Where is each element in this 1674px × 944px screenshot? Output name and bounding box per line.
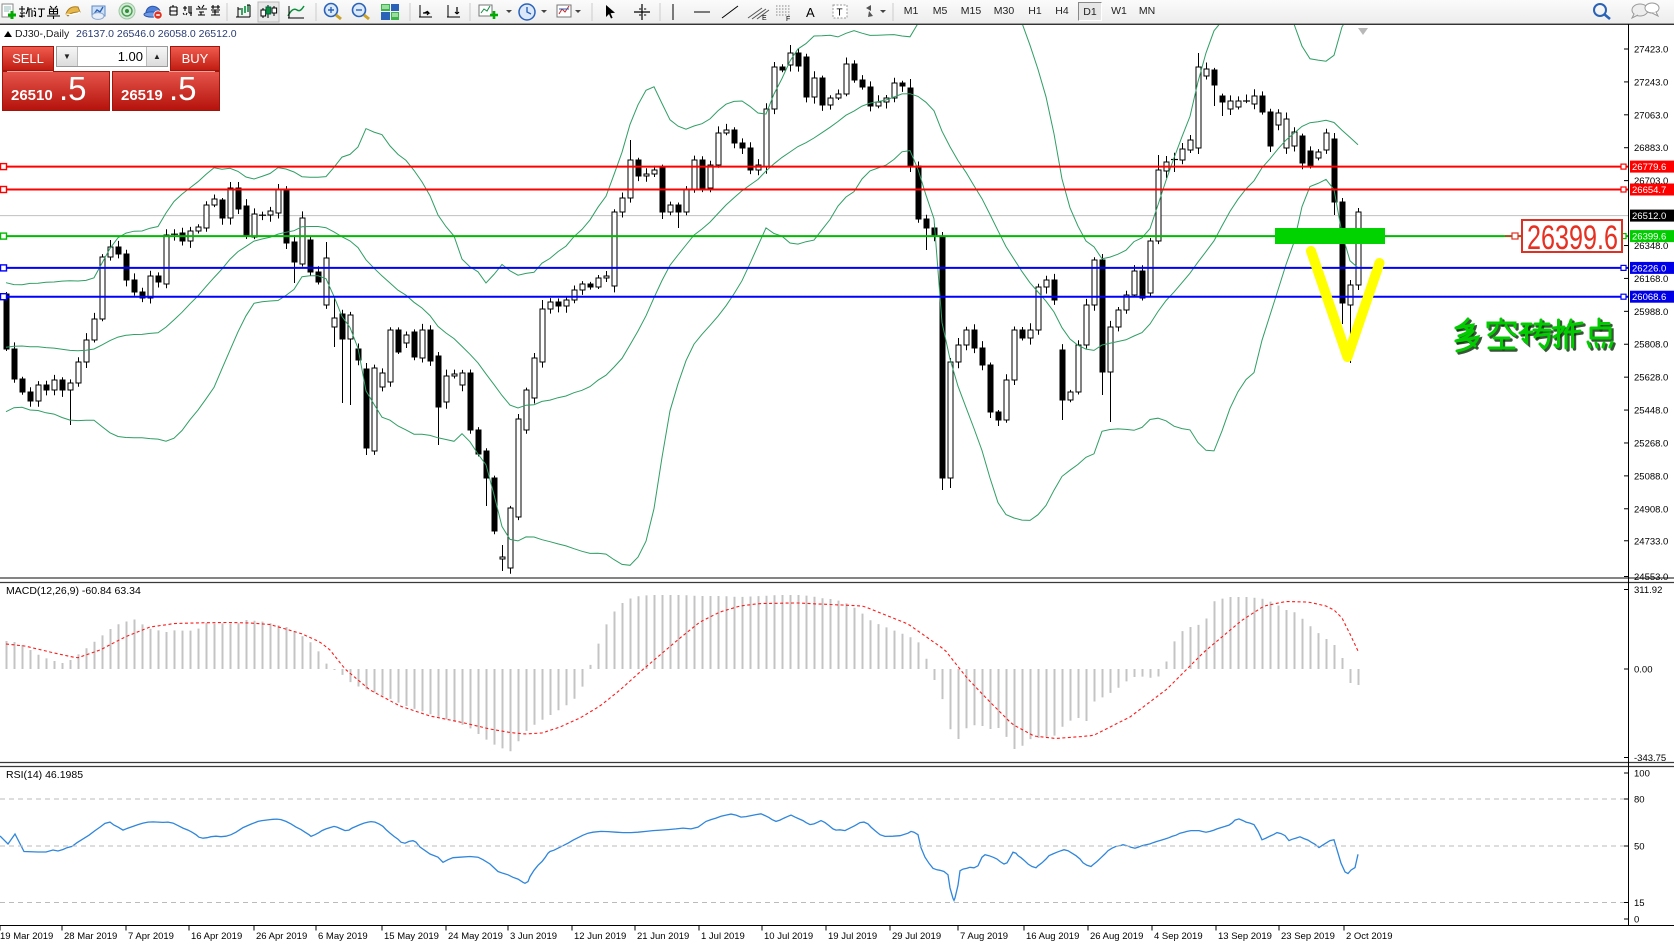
- svg-text:24733.0: 24733.0: [1634, 536, 1668, 547]
- svg-text:24553.0: 24553.0: [1634, 572, 1668, 583]
- svg-text:19 Jul 2019: 19 Jul 2019: [828, 931, 877, 942]
- svg-text:16 Aug 2019: 16 Aug 2019: [1026, 931, 1079, 942]
- svg-text:24 May 2019: 24 May 2019: [448, 931, 503, 942]
- svg-text:50: 50: [1634, 842, 1645, 853]
- svg-text:-343.75: -343.75: [1634, 753, 1666, 764]
- svg-text:21 Jun 2019: 21 Jun 2019: [637, 931, 689, 942]
- svg-text:MACD(12,26,9) -60.84 63.34: MACD(12,26,9) -60.84 63.34: [6, 585, 141, 597]
- svg-text:7 Aug 2019: 7 Aug 2019: [960, 931, 1008, 942]
- svg-text:DJ30-,Daily: DJ30-,Daily: [15, 28, 70, 40]
- svg-text:F: F: [786, 16, 790, 23]
- svg-text:7 Apr 2019: 7 Apr 2019: [128, 931, 174, 942]
- svg-text:25448.0: 25448.0: [1634, 406, 1668, 417]
- svg-text:24908.0: 24908.0: [1634, 504, 1668, 515]
- svg-text:0: 0: [1634, 915, 1639, 926]
- svg-text:29 Jul 2019: 29 Jul 2019: [892, 931, 941, 942]
- svg-text:26137.0 26546.0 26058.0 26512.: 26137.0 26546.0 26058.0 26512.0: [76, 28, 237, 40]
- svg-text:27063.0: 27063.0: [1634, 110, 1668, 121]
- svg-text:25268.0: 25268.0: [1634, 438, 1668, 449]
- svg-text:25808.0: 25808.0: [1634, 340, 1668, 351]
- svg-text:26399.6: 26399.6: [1527, 219, 1618, 257]
- svg-text:23 Sep 2019: 23 Sep 2019: [1281, 931, 1335, 942]
- svg-text:E: E: [762, 15, 767, 22]
- svg-text:25988.0: 25988.0: [1634, 307, 1668, 318]
- svg-text:13 Sep 2019: 13 Sep 2019: [1218, 931, 1272, 942]
- svg-text:28 Mar 2019: 28 Mar 2019: [64, 931, 117, 942]
- svg-text:19 Mar 2019: 19 Mar 2019: [0, 931, 53, 942]
- svg-text:27423.0: 27423.0: [1634, 45, 1668, 56]
- svg-text:3 Jun 2019: 3 Jun 2019: [510, 931, 557, 942]
- svg-text:16 Apr 2019: 16 Apr 2019: [191, 931, 242, 942]
- svg-text:6 May 2019: 6 May 2019: [318, 931, 368, 942]
- svg-text:2 Oct 2019: 2 Oct 2019: [1346, 931, 1392, 942]
- svg-text:26 Apr 2019: 26 Apr 2019: [256, 931, 307, 942]
- svg-text:T: T: [837, 8, 843, 19]
- svg-text:0.00: 0.00: [1634, 665, 1653, 676]
- svg-text:311.92: 311.92: [1634, 585, 1662, 596]
- svg-text:26226.0: 26226.0: [1632, 263, 1666, 274]
- svg-text:26348.0: 26348.0: [1634, 241, 1668, 252]
- svg-text:10 Jul 2019: 10 Jul 2019: [764, 931, 813, 942]
- svg-text:100: 100: [1634, 769, 1650, 780]
- svg-text:26654.7: 26654.7: [1632, 185, 1666, 196]
- svg-text:26779.6: 26779.6: [1632, 162, 1666, 173]
- svg-text:1 Jul 2019: 1 Jul 2019: [701, 931, 745, 942]
- svg-text:26399.6: 26399.6: [1632, 232, 1666, 243]
- svg-text:80: 80: [1634, 795, 1645, 806]
- svg-text:26 Aug 2019: 26 Aug 2019: [1090, 931, 1143, 942]
- svg-text:25088.0: 25088.0: [1634, 471, 1668, 482]
- svg-text:27243.0: 27243.0: [1634, 77, 1668, 88]
- svg-text:26068.6: 26068.6: [1632, 292, 1666, 303]
- svg-text:A: A: [806, 5, 815, 20]
- svg-text:26883.0: 26883.0: [1634, 143, 1668, 154]
- svg-text:26168.0: 26168.0: [1634, 274, 1668, 285]
- svg-text:26512.0: 26512.0: [1632, 211, 1666, 222]
- svg-text:4 Sep 2019: 4 Sep 2019: [1154, 931, 1203, 942]
- svg-text:15 May 2019: 15 May 2019: [384, 931, 439, 942]
- svg-text:26703.0: 26703.0: [1634, 176, 1668, 187]
- svg-text:12 Jun 2019: 12 Jun 2019: [574, 931, 626, 942]
- svg-text:15: 15: [1634, 898, 1645, 909]
- svg-text:RSI(14) 46.1985: RSI(14) 46.1985: [6, 769, 83, 781]
- svg-text:25628.0: 25628.0: [1634, 373, 1668, 384]
